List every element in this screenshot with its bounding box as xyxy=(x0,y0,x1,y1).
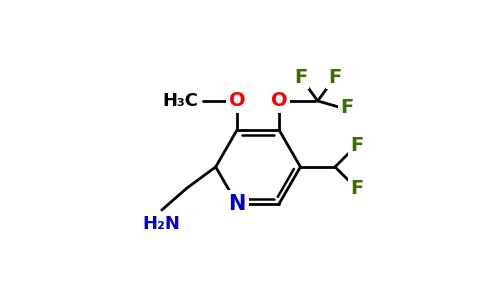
Text: F: F xyxy=(350,136,363,155)
Text: F: F xyxy=(294,68,307,87)
Text: H₃C: H₃C xyxy=(163,92,198,110)
Text: F: F xyxy=(340,98,354,117)
Text: H₂N: H₂N xyxy=(143,214,181,232)
Text: F: F xyxy=(350,179,363,198)
Text: F: F xyxy=(328,68,341,87)
Text: O: O xyxy=(228,92,245,110)
Text: N: N xyxy=(228,194,245,214)
Text: O: O xyxy=(271,92,287,110)
